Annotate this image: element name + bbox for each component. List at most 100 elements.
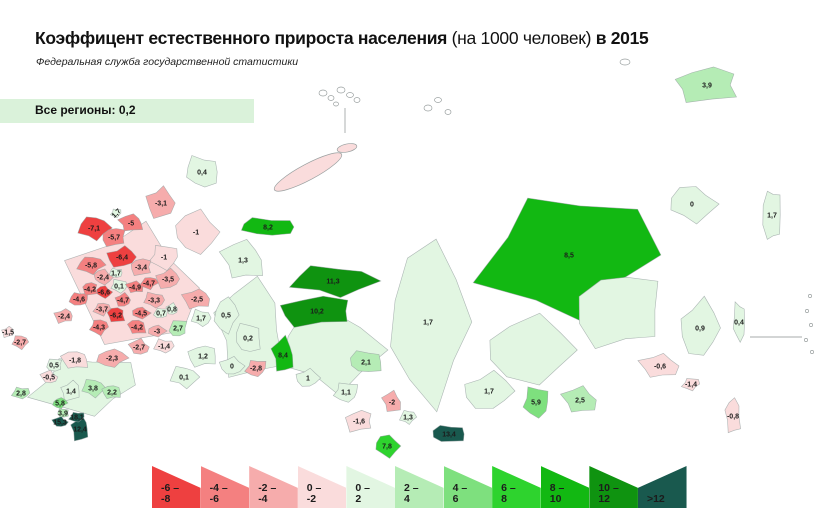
region-value-label: 15,3	[53, 420, 67, 427]
region-value-label: -5	[128, 221, 134, 228]
region-value-label: 0	[690, 202, 694, 209]
region-value-label: 7,8	[382, 444, 392, 451]
region-value-label: -0,8	[727, 414, 739, 421]
svalbard-island-icon	[327, 95, 335, 101]
kuril-island-icon	[805, 309, 809, 313]
legend-swatch: 0 – 2	[346, 466, 395, 508]
region-shape	[235, 322, 261, 352]
region-shape	[762, 190, 781, 240]
region-value-label: 1,7	[111, 271, 121, 278]
kuril-island-icon	[810, 350, 814, 354]
region-value-label: 3,8	[88, 386, 98, 393]
region-shape	[127, 337, 150, 355]
severnaya-zemlya-island-icon	[423, 104, 433, 112]
region-shape	[244, 359, 267, 378]
region-value-label: -4,3	[93, 325, 105, 332]
region-value-label: 1,2	[198, 354, 208, 361]
region-value-label: -2	[389, 400, 395, 407]
region-value-label: 8,5	[564, 253, 574, 260]
region-shape	[637, 352, 680, 378]
region-value-label: -6,2	[110, 313, 122, 320]
region-shape	[10, 386, 31, 400]
regions-layer	[1, 66, 781, 459]
region-value-label: -4,7	[143, 281, 155, 288]
region-value-label: 0,5	[49, 363, 59, 370]
all-regions-value: Все регионы: 0,2	[35, 103, 136, 117]
region-value-label: -1,8	[69, 358, 81, 365]
novaya-zemlya-island-icon	[336, 143, 358, 153]
region-value-label: -2,4	[58, 314, 70, 321]
region-shape	[106, 245, 137, 268]
legend-swatch-color	[540, 466, 590, 508]
region-value-label: -6,4	[116, 255, 128, 262]
region-shape	[288, 265, 382, 298]
legend-range-label: -4 – -6	[209, 482, 228, 505]
legend-swatch: -6 – -8	[152, 466, 201, 508]
region-value-label: 1,1	[341, 390, 351, 397]
region-shape	[218, 356, 246, 375]
legend-swatch: 10 – 12	[589, 466, 638, 508]
region-shape	[93, 268, 114, 286]
region-shape	[109, 267, 123, 278]
legend-range-label: 10 – 12	[598, 482, 619, 505]
region-value-label: 1,7	[767, 213, 777, 220]
region-value-labels-layer: 0,4 -3,1 1,7 -5 -7,1 -5,7 -1 8,2 -6,4 -1 1,3 -5,8 -3…	[2, 83, 777, 451]
region-shape	[130, 258, 152, 276]
region-shape	[88, 319, 109, 337]
region-shape	[143, 291, 165, 309]
page-title: Коэффицент естественного прироста населе…	[35, 28, 649, 49]
region-value-label: 1,7	[111, 208, 123, 220]
region-shape	[96, 285, 114, 299]
region-value-label: 1,7	[484, 389, 494, 396]
region-value-label: 0,2	[243, 336, 253, 343]
region-value-label: -3,7	[96, 307, 108, 314]
region-value-label: 2,1	[361, 360, 371, 367]
region-value-label: -2,4	[97, 275, 109, 282]
title-year: в 2015	[595, 28, 649, 48]
region-value-label: 1,3	[238, 258, 248, 265]
region-shape	[190, 308, 212, 327]
region-shape	[670, 186, 720, 225]
legend-range-label: >12	[646, 493, 665, 505]
arctic-islands-group	[273, 58, 814, 354]
region-value-label: -3,4	[135, 265, 147, 272]
region-shape	[345, 409, 372, 433]
legend-swatch: 6 – 8	[492, 466, 541, 508]
region-value-label: 13,4	[442, 432, 456, 439]
region-value-label: -0,6	[654, 364, 666, 371]
region-shape	[559, 385, 597, 413]
region-value-label: -4,2	[84, 287, 96, 294]
legend-swatch: -2 – -4	[249, 466, 298, 508]
legend-swatch: 8 – 10	[540, 466, 590, 508]
title-main: Коэффицент естественного прироста населе…	[35, 28, 448, 48]
franz-josef-island-icon	[353, 97, 361, 103]
region-value-label: 2,2	[107, 390, 117, 397]
legend-swatch-color	[492, 466, 541, 508]
region-shape	[732, 301, 745, 343]
region-value-label: 0,4	[734, 320, 744, 327]
region-value-label: 2,5	[575, 398, 585, 405]
legend-swatch: 2 – 4	[394, 466, 444, 508]
region-value-label: -3	[154, 329, 160, 336]
region-value-label: 0,5	[221, 313, 231, 320]
region-value-label: -0,5	[43, 375, 55, 382]
region-shape	[106, 307, 126, 323]
region-shape	[155, 267, 180, 289]
region-value-label: -7,1	[88, 226, 100, 233]
region-value-label: -6,6	[98, 290, 110, 297]
region-shape	[145, 185, 176, 219]
region-shape	[168, 320, 188, 337]
all-regions-badge: Все регионы: 0,2	[0, 99, 254, 123]
franz-josef-island-icon	[336, 86, 346, 94]
region-shape	[148, 324, 168, 338]
region-value-label: 12,4	[73, 427, 87, 434]
legend-range-label: -6 – -8	[161, 482, 180, 505]
region-value-label: -4,5	[135, 311, 147, 318]
region-fill-shape	[578, 276, 659, 349]
svalbard-island-icon	[318, 89, 328, 97]
region-shape	[169, 365, 201, 390]
kuril-island-icon	[808, 294, 812, 298]
region-shape	[68, 411, 85, 423]
novaya-zemlya-island-icon	[273, 152, 343, 192]
region-value-label: 2,8	[16, 391, 26, 398]
